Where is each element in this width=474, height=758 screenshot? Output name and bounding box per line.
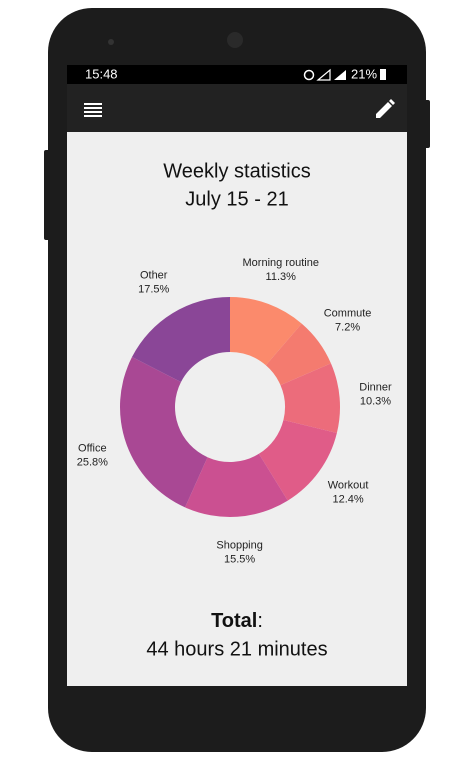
donut-slice bbox=[265, 323, 331, 386]
slice-label: Dinner bbox=[359, 382, 392, 394]
total-label: Total: bbox=[211, 610, 263, 632]
slice-value-label: 15.5% bbox=[224, 554, 255, 566]
camera bbox=[227, 32, 243, 48]
status-icons bbox=[303, 68, 346, 81]
slice-value-label: 7.2% bbox=[335, 321, 360, 333]
subtitle: July 15 - 21 bbox=[185, 188, 288, 210]
donut-slice bbox=[185, 453, 288, 517]
slice-label: Commute bbox=[324, 307, 372, 319]
status-battery: 21% bbox=[351, 66, 377, 81]
menu-button[interactable] bbox=[84, 103, 102, 117]
slice-label: Shopping bbox=[216, 540, 263, 552]
donut-slice bbox=[230, 297, 302, 366]
edit-button[interactable] bbox=[376, 99, 395, 118]
side-button bbox=[424, 100, 430, 148]
side-button bbox=[44, 150, 50, 240]
slice-label: Other bbox=[140, 269, 168, 281]
app-bar bbox=[67, 84, 407, 132]
total-value: 44 hours 21 minutes bbox=[146, 638, 327, 660]
slice-label: Office bbox=[78, 442, 107, 454]
slice-label: Workout bbox=[328, 480, 369, 492]
title: Weekly statistics bbox=[163, 160, 310, 182]
slice-value-label: 17.5% bbox=[138, 283, 169, 295]
slice-value-label: 10.3% bbox=[360, 396, 391, 408]
slice-label: Morning routine bbox=[243, 257, 319, 269]
total-label-text: Total bbox=[211, 610, 257, 632]
battery-icon bbox=[380, 69, 386, 80]
total-separator: : bbox=[257, 610, 263, 632]
sensor bbox=[108, 39, 114, 45]
donut-slice bbox=[131, 297, 230, 383]
donut-slice bbox=[258, 420, 337, 501]
slice-value-label: 25.8% bbox=[77, 456, 108, 468]
slice-value-label: 11.3% bbox=[266, 271, 297, 283]
screen bbox=[67, 65, 407, 686]
donut-slice bbox=[120, 357, 208, 508]
status-time: 15:48 bbox=[85, 66, 118, 81]
status-bar bbox=[67, 65, 407, 84]
donut-slice bbox=[280, 363, 340, 434]
slice-value-label: 12.4% bbox=[333, 494, 364, 506]
